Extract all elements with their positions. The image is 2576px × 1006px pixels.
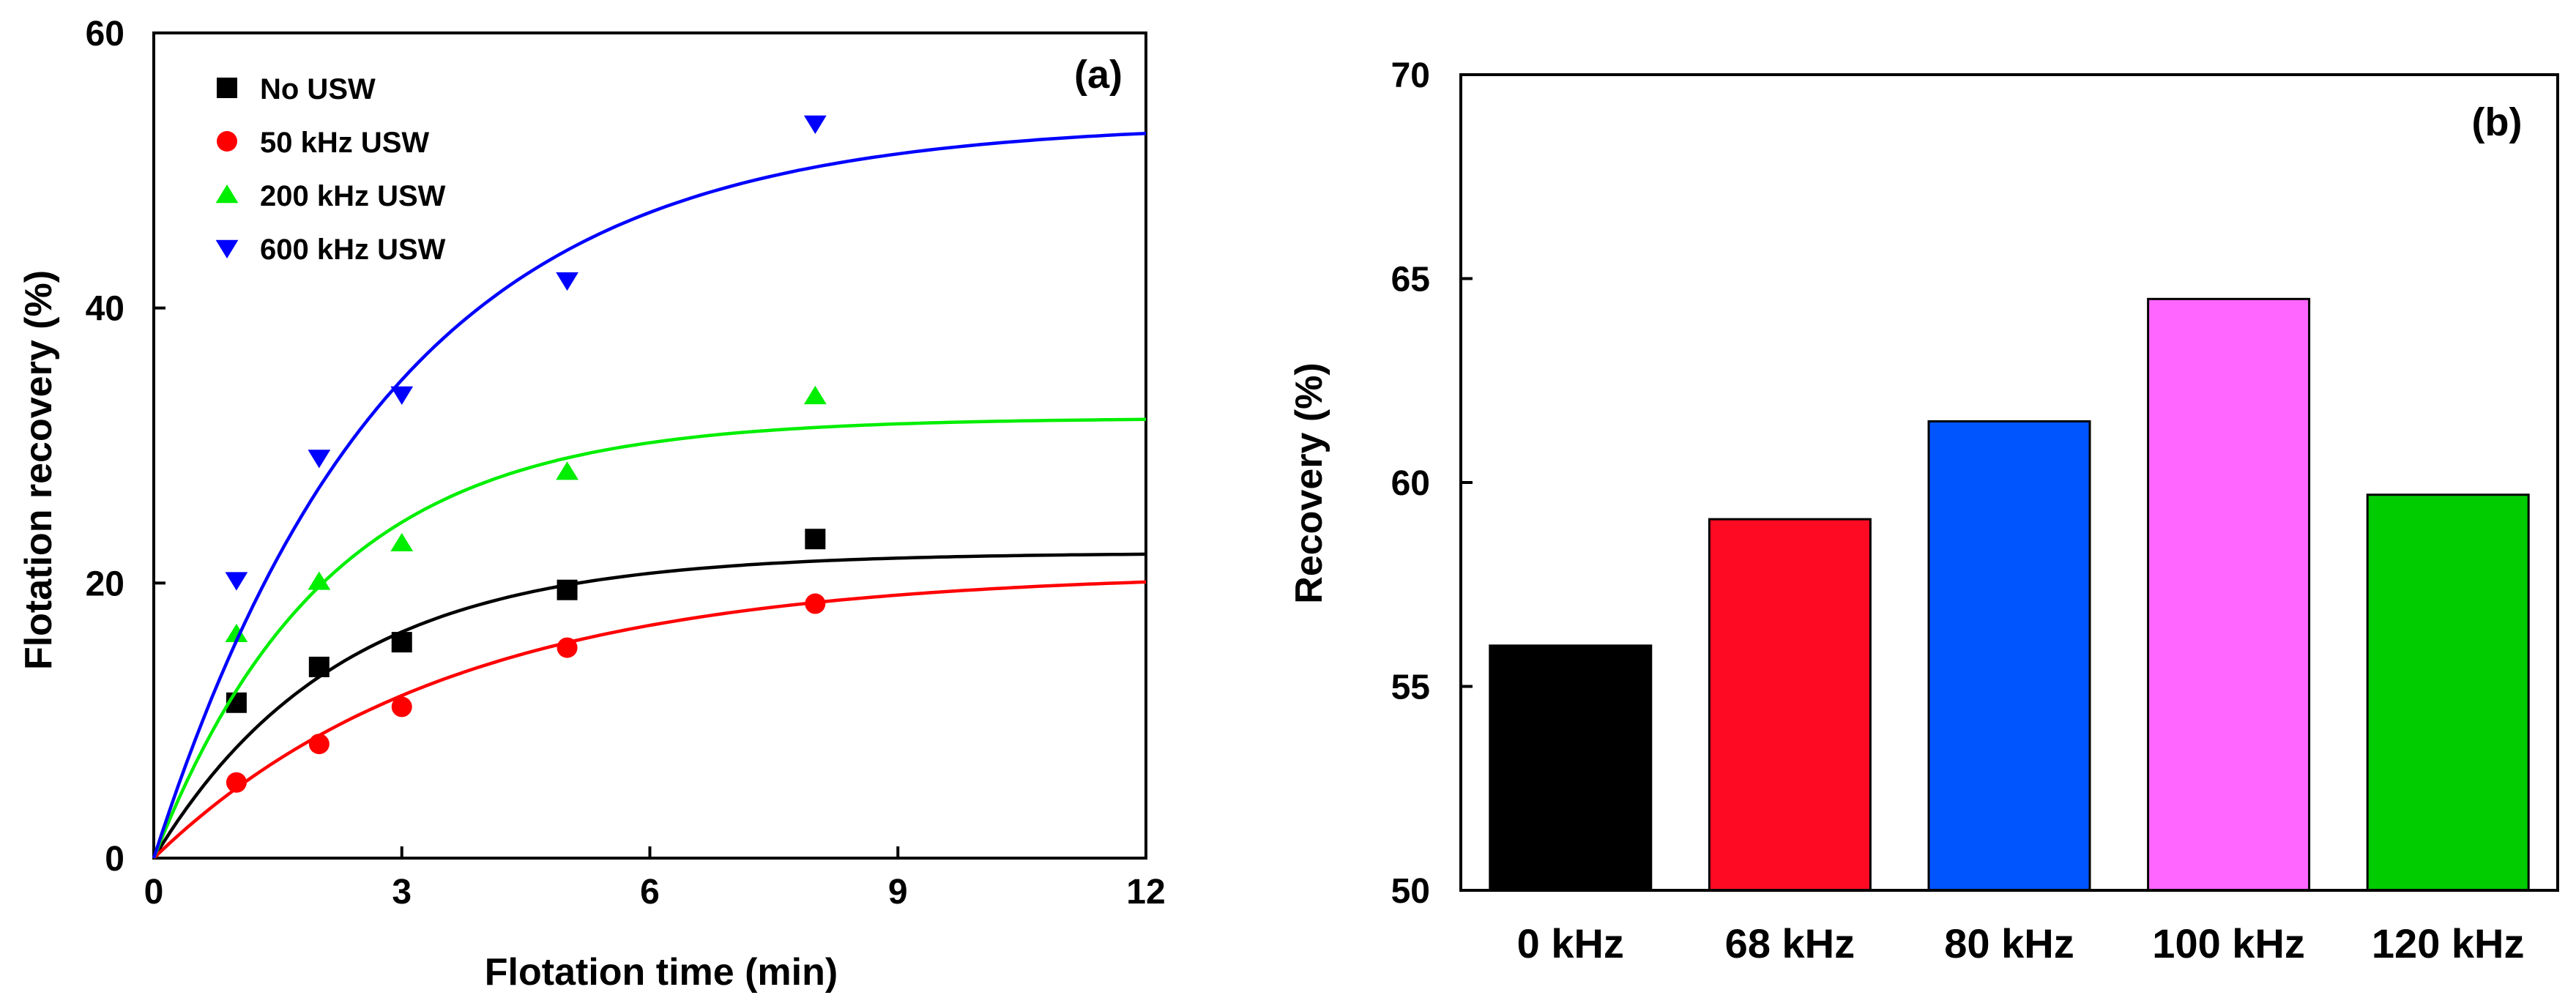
bar-100-khz <box>2147 297 2311 892</box>
panel-a-y-tick-label: 60 <box>86 15 124 53</box>
data-point-no-usw <box>391 632 412 653</box>
panel-a-line-chart: (a) Flotation time (min) Flotation recov… <box>18 15 1166 994</box>
data-point-200-khz-usw <box>390 532 414 552</box>
legend-marker-no-usw <box>217 78 237 98</box>
data-point-no-usw <box>556 579 578 600</box>
panel-b-bar-chart: (b) Recovery (%) 50 55 60 65 70 0 kHz 68 kHz 80… <box>1288 56 2559 966</box>
data-point-600-khz-usw <box>225 572 248 591</box>
legend-marker-600-khz-usw <box>215 239 239 258</box>
series-line-200-khz-usw <box>152 417 1147 859</box>
bar-68-khz <box>1708 518 1872 892</box>
legend-label-600-khz-usw: 600 kHz USW <box>260 234 446 266</box>
series-line-no-usw <box>152 552 1147 860</box>
data-point-600-khz-usw <box>390 386 414 406</box>
panel-b-y-tick-label: 60 <box>1391 464 1430 503</box>
panel-a-y-axis-title: Flotation recovery (%) <box>18 270 60 670</box>
panel-b-plot-frame <box>1459 73 2559 892</box>
bar-80-khz <box>1927 420 2091 892</box>
panel-a-x-tick-label: 6 <box>640 873 660 912</box>
panel-b-x-tick-label: 100 kHz <box>2152 920 2305 966</box>
data-point-200-khz-usw <box>225 623 248 643</box>
panel-a-x-tick-label: 0 <box>144 873 164 912</box>
panel-b-x-tick-label: 68 kHz <box>1725 920 1855 966</box>
panel-b-x-tick-label: 80 kHz <box>1944 920 2074 966</box>
panel-a-y-tick-label: 20 <box>86 565 124 603</box>
data-point-200-khz-usw <box>308 571 331 590</box>
data-point-50-khz-usw <box>308 734 330 755</box>
panel-b-y-axis-title: Recovery (%) <box>1288 362 1330 603</box>
panel-b-x-tick-label: 120 kHz <box>2372 920 2525 966</box>
panel-b-y-tick-label: 55 <box>1391 668 1430 707</box>
panel-b-x-tick-label: 0 kHz <box>1517 920 1624 966</box>
panel-b-y-tick-label: 65 <box>1391 261 1430 299</box>
legend-label-no-usw: No USW <box>260 73 376 105</box>
bar-0-khz <box>1489 644 1653 892</box>
panel-b-label: (b) <box>2472 100 2523 144</box>
legend-marker-50-khz-usw <box>217 131 237 152</box>
panel-b-y-tick-label: 50 <box>1391 872 1430 911</box>
data-point-50-khz-usw <box>805 593 826 614</box>
bar-120-khz <box>2366 493 2530 892</box>
series-line-600-khz-usw <box>152 131 1147 859</box>
panel-a-x-tick-label: 9 <box>888 873 908 912</box>
data-point-no-usw <box>805 529 826 550</box>
data-point-200-khz-usw <box>556 461 578 480</box>
data-point-no-usw <box>308 656 330 677</box>
data-point-50-khz-usw <box>226 772 247 793</box>
data-point-50-khz-usw <box>391 696 412 718</box>
data-point-200-khz-usw <box>803 385 827 405</box>
panel-a-x-tick-label: 3 <box>392 873 412 912</box>
data-point-600-khz-usw <box>556 272 578 291</box>
data-point-600-khz-usw <box>803 115 827 134</box>
panel-a-y-tick-label: 0 <box>105 840 124 879</box>
legend-label-50-khz-usw: 50 kHz USW <box>260 127 429 159</box>
panel-a-y-tick-label: 40 <box>86 290 124 329</box>
legend-marker-200-khz-usw <box>215 185 239 204</box>
panel-a-label: (a) <box>1074 53 1123 97</box>
panel-a-x-tick-label: 12 <box>1126 873 1165 912</box>
data-point-600-khz-usw <box>308 450 331 469</box>
panel-b-y-tick-label: 70 <box>1391 56 1430 95</box>
panel-a-x-axis-title: Flotation time (min) <box>485 951 838 994</box>
data-point-50-khz-usw <box>556 637 578 658</box>
legend-label-200-khz-usw: 200 kHz USW <box>260 180 446 212</box>
series-line-50-khz-usw <box>152 580 1147 860</box>
